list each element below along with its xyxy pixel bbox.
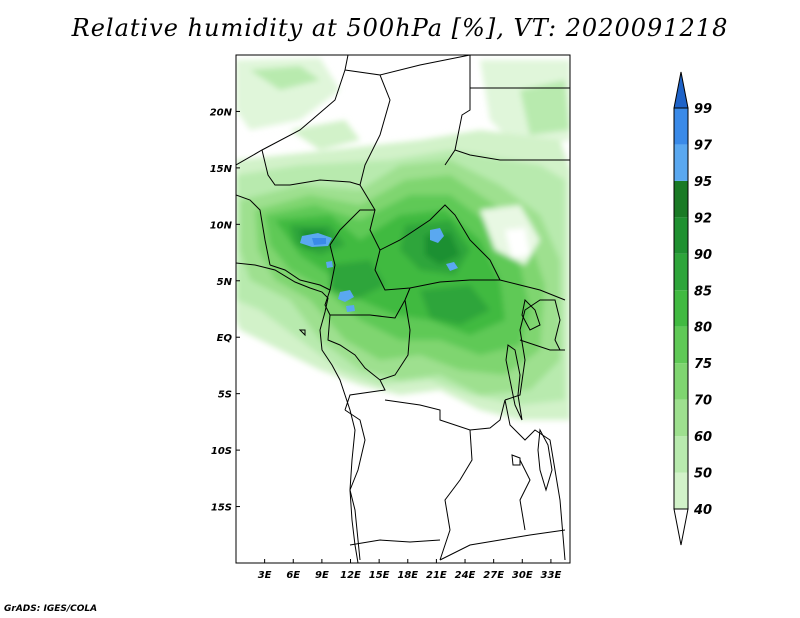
y-axis: 20N 15N 10N 5N EQ 5S 10S 15S	[210, 107, 240, 514]
x-tick-label: 27E	[483, 570, 504, 581]
colorbar-segment	[674, 217, 688, 254]
chart-title: Relative humidity at 500hPa [%], VT: 202…	[71, 14, 729, 42]
colorbar-label: 99	[694, 102, 712, 117]
colorbar: 40 50 60 70 75 80 85 90 92 95 97 99	[673, 71, 713, 546]
x-axis: 3E 6E 9E 12E 15E 18E 21E 24E 27E 30E 33E	[258, 559, 562, 581]
y-tick-label: 15N	[210, 164, 233, 175]
x-tick-label: 21E	[426, 570, 447, 581]
colorbar-segment	[674, 290, 688, 327]
x-tick-label: 6E	[286, 570, 300, 581]
colorbar-label: 60	[694, 430, 712, 445]
colorbar-label: 75	[694, 357, 712, 372]
x-tick-label: 12E	[340, 570, 361, 581]
colorbar-segment	[674, 326, 688, 364]
colorbar-label: 95	[694, 175, 712, 190]
x-tick-label: 9E	[315, 570, 329, 581]
colorbar-label: 92	[694, 211, 712, 226]
x-tick-label: 15E	[369, 570, 390, 581]
y-tick-label: 5S	[218, 390, 232, 401]
map-frame	[235, 54, 571, 564]
colorbar-outline	[673, 107, 689, 510]
colorbar-label: 90	[694, 248, 712, 263]
colorbar-segment	[674, 180, 688, 218]
colorbar-label: 85	[694, 284, 712, 299]
colorbar-segment	[674, 436, 688, 473]
colorbar-label: 80	[694, 321, 712, 336]
y-tick-label: 5N	[217, 277, 233, 288]
colorbar-segment	[674, 144, 688, 181]
colorbar-label: 70	[694, 394, 712, 409]
colorbar-segment	[674, 363, 688, 400]
colorbar-min-triangle	[673, 508, 689, 546]
colorbar-segment	[674, 253, 688, 291]
lakes	[298, 298, 553, 492]
colorbar-segment	[674, 399, 688, 437]
y-tick-label: 10N	[210, 220, 233, 231]
colorbar-segment	[674, 472, 688, 509]
x-tick-label: 33E	[541, 570, 562, 581]
colorbar-segment	[674, 108, 688, 145]
humidity-field	[236, 58, 570, 420]
country-borders	[236, 55, 570, 561]
y-tick-label: EQ	[217, 333, 233, 344]
coastline	[236, 262, 359, 563]
x-tick-label: 3E	[258, 570, 272, 581]
colorbar-label: 50	[694, 467, 712, 482]
y-tick-label: 15S	[211, 503, 232, 514]
x-tick-label: 30E	[512, 570, 533, 581]
colorbar-max-triangle	[673, 71, 689, 109]
colorbar-label: 97	[694, 138, 713, 153]
y-tick-label: 20N	[210, 107, 233, 118]
y-tick-label: 10S	[211, 446, 232, 457]
grads-credit: GrADS: IGES/COLA	[4, 604, 98, 614]
x-tick-label: 24E	[455, 570, 476, 581]
x-tick-label: 18E	[397, 570, 418, 581]
colorbar-label: 40	[693, 503, 712, 518]
